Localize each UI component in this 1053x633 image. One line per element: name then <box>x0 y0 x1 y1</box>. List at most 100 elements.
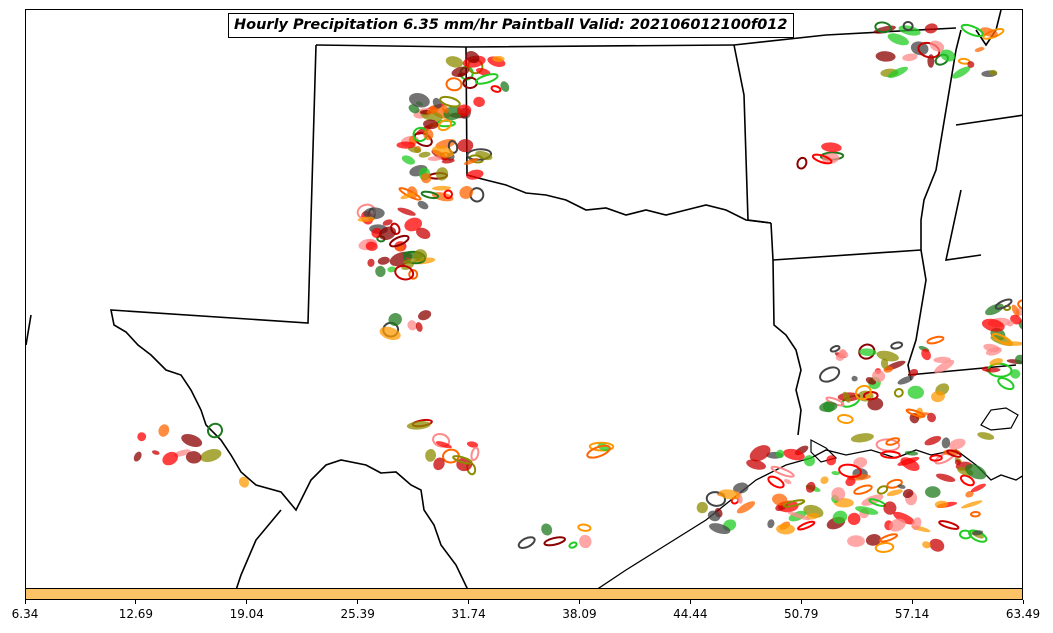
precip-blob <box>423 119 439 130</box>
precip-blob <box>787 511 811 521</box>
precip-blob <box>900 457 920 471</box>
colorbar-tick <box>135 600 137 604</box>
precip-blob <box>783 479 792 485</box>
mississippi-river <box>907 29 962 381</box>
precip-blob <box>831 487 846 502</box>
precip-blob <box>902 488 914 499</box>
precip-blob <box>897 375 914 385</box>
precip-blob <box>427 156 442 162</box>
precip-blob <box>439 95 461 108</box>
precip-blob <box>989 358 1003 366</box>
precip-blob <box>858 348 877 357</box>
precip-blob <box>880 358 889 369</box>
precip-blob <box>941 437 951 449</box>
precip-blob <box>387 266 397 273</box>
precip-blob <box>425 449 437 462</box>
precip-blob <box>436 167 449 181</box>
precip-blob <box>772 493 788 506</box>
precip-blob <box>929 40 945 52</box>
precip-blob <box>879 533 898 543</box>
colorbar-tick-label: 63.49 <box>1005 607 1041 621</box>
precip-blob <box>925 486 941 498</box>
texas-border <box>110 44 468 588</box>
precip-blob <box>847 512 861 526</box>
louisiana-bay <box>980 407 1019 431</box>
precip-blob <box>490 85 502 93</box>
precip-blob <box>776 523 795 535</box>
colorbar <box>25 588 1023 600</box>
precip-blob <box>200 448 222 463</box>
precip-blob <box>475 150 493 161</box>
missouri-boundary <box>975 10 1002 47</box>
precip-blob <box>718 489 741 500</box>
precip-blob <box>492 55 505 62</box>
colorbar-tick-label: 12.69 <box>118 607 154 621</box>
precip-blob <box>418 310 432 321</box>
precip-blob <box>934 500 948 509</box>
precip-blob <box>389 234 410 248</box>
precip-blob <box>842 391 851 403</box>
precip-blob <box>991 332 1012 345</box>
precip-blob <box>397 207 416 216</box>
precip-blob <box>404 217 423 232</box>
precip-blob <box>983 343 1000 353</box>
precip-blob <box>829 345 841 353</box>
precip-blob <box>420 172 432 184</box>
precip-blob <box>473 96 485 108</box>
precip-blob <box>746 459 766 470</box>
precip-blob <box>886 478 903 489</box>
precip-blob <box>466 148 493 161</box>
precip-blob <box>970 510 981 518</box>
colorbar-tick-label: 44.44 <box>673 607 708 621</box>
precip-blob <box>463 157 479 165</box>
precip-blob <box>400 192 415 200</box>
colorbar-tick-label: 50.79 <box>784 607 819 621</box>
precip-blob <box>832 510 848 524</box>
precip-blob <box>959 474 975 487</box>
precip-blob <box>437 119 452 132</box>
precip-blob <box>960 23 984 38</box>
new-mexico-west-border <box>26 314 32 346</box>
precip-blob <box>887 33 909 46</box>
precip-blob <box>911 517 922 531</box>
precip-blob <box>972 530 984 536</box>
colorbar-tick-label: 25.39 <box>340 607 375 621</box>
precip-blob <box>457 139 474 153</box>
colorbar-tick <box>800 600 802 604</box>
precip-blob <box>379 326 401 341</box>
precip-blob <box>736 501 756 514</box>
precip-blob <box>853 457 868 469</box>
map-canvas <box>26 10 1022 588</box>
oklahoma-north-border <box>315 44 735 48</box>
precip-blob <box>883 501 897 515</box>
precip-blob <box>997 377 1015 391</box>
precip-blob <box>865 534 882 546</box>
precip-blob <box>821 142 842 153</box>
precip-blob <box>378 226 397 241</box>
precip-blob <box>874 21 892 34</box>
precip-blob <box>432 185 451 191</box>
precip-blob <box>926 335 945 345</box>
precip-blob <box>426 108 439 115</box>
precip-blob <box>820 476 829 485</box>
precip-blob <box>907 385 924 399</box>
precip-blob <box>819 401 838 413</box>
precip-blob <box>952 66 971 79</box>
precip-blob <box>432 145 454 158</box>
precip-blob <box>775 449 785 459</box>
precip-blob <box>459 186 474 199</box>
precip-blob <box>980 27 998 38</box>
precip-blob <box>441 158 455 164</box>
colorbar-tick-label: 38.09 <box>562 607 597 621</box>
precip-blob <box>433 457 445 471</box>
colorbar-tick <box>689 600 691 604</box>
precip-blob <box>850 433 874 443</box>
precip-blob <box>476 67 491 76</box>
colorbar-tick <box>24 600 26 604</box>
precip-blob <box>447 139 459 154</box>
precip-blob <box>946 449 962 458</box>
precip-blob <box>181 434 203 447</box>
precip-blob <box>805 512 820 520</box>
precip-blob <box>696 501 708 514</box>
colorbar-tick-label: 31.74 <box>451 607 486 621</box>
